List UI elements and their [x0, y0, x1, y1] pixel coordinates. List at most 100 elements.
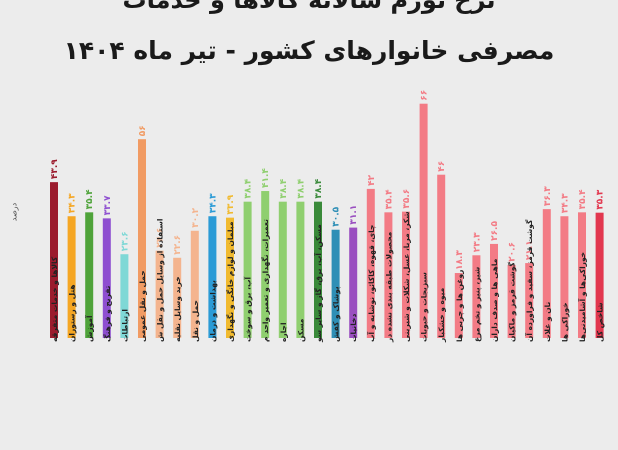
category-label-17: پوشاک و کفش [332, 286, 341, 342]
category-label-28: گوشت قرمز، سفید و فراورده آن [524, 219, 534, 342]
category-label-10: بهداشت و درمان [208, 280, 217, 342]
category-label-7: استفاده از وسایل حمل و نقل ش [156, 219, 165, 342]
category-label-9: حمل و نقل [191, 300, 200, 342]
bar-25 [472, 255, 481, 338]
bar-30 [560, 216, 569, 338]
bar-21 [402, 211, 410, 338]
category-label-1: کالاها و خدمات متفرقه [50, 256, 59, 342]
value-label-1: ۴۳.۹ [50, 159, 60, 179]
bar-27 [507, 264, 516, 338]
value-label-19: ۴۲ [367, 174, 377, 185]
bar-16 [314, 201, 322, 338]
bar-14 [278, 201, 287, 338]
value-label-13: ۴۱.۴ [261, 168, 271, 188]
category-label-19: چای، قهوه، کاکائو، نوشابه و آب [366, 225, 376, 342]
bar-6 [138, 139, 146, 338]
bar-12 [243, 201, 252, 338]
value-label-9: ۳۰.۲ [191, 207, 201, 227]
bar-9 [190, 230, 199, 338]
bar-28 [525, 263, 534, 338]
bar-8 [173, 257, 182, 338]
category-label-31: خوراکی‌ها و آشامیدنی‌ها [577, 252, 587, 342]
category-label-6: حمل و نقل عمومی [138, 270, 147, 342]
category-label-32: شاخص کل [596, 303, 605, 343]
category-label-12: آب، برق و سوخت [243, 277, 253, 342]
bar-26 [490, 243, 498, 338]
value-label-4: ۳۳.۷ [103, 195, 113, 215]
category-label-13: تعمیرات، نگهداری و تعمیر واحد م [261, 219, 270, 342]
bar-18 [349, 227, 358, 338]
value-label-30: ۳۴.۳ [560, 193, 570, 213]
value-label-31: ۳۵.۴ [578, 189, 588, 209]
category-label-11: مبلمان و لوازم خانگی و نگهداری [226, 221, 235, 342]
category-label-24: روغن ها و چربی ها [455, 270, 464, 342]
bar-22 [419, 103, 428, 338]
value-label-27: ۲۰.۶ [508, 242, 518, 262]
category-label-20: محصولات طبقه بندی نشده در [384, 231, 393, 343]
category-label-5: ارتباطات [120, 309, 129, 342]
value-label-24: ۱۸.۳ [455, 250, 465, 270]
chart-title-line1: نرخ تورم سالانه کالاها و خدمات [122, 0, 496, 14]
bar-11 [226, 217, 234, 338]
bar-19 [366, 188, 375, 338]
value-label-11: ۳۳.۹ [226, 194, 236, 214]
category-label-8: خرید وسایل نقلیه [173, 276, 182, 342]
bar-10 [208, 216, 217, 338]
value-label-20: ۳۵.۴ [384, 189, 394, 209]
category-label-14: اجاره [279, 322, 288, 342]
value-label-12: ۳۸.۴ [244, 178, 254, 198]
category-label-30: خوراکی ها [560, 302, 569, 342]
value-label-18: ۳۱.۱ [349, 205, 359, 225]
value-label-25: ۲۳.۳ [472, 232, 482, 252]
chart-title-line2: مصرفی خانوارهای کشور - تیر ماه ۱۴۰۴ [63, 36, 555, 65]
category-label-2: هتل و رستوران [68, 284, 77, 342]
bar-24 [454, 273, 463, 338]
value-labels-group: ۴۳.۹ ۳۴.۳ ۳۵.۴ ۳۳.۷ ۲۳.۶ ۵۶ ۲۴.۶ ۲۲.۶ ۳۰.۲ ۳۴.۳ ۳۳… [50, 90, 606, 270]
value-label-21: ۳۵.۶ [402, 189, 412, 209]
bar-3 [85, 212, 94, 338]
value-label-17: ۳۰.۵ [332, 206, 342, 226]
value-label-15: ۳۸.۴ [296, 178, 306, 198]
category-label-21: شکر، مربا، عسل، شکلات و شیرینی [402, 211, 411, 342]
bar-2 [67, 216, 76, 338]
value-label-16: ۳۸.۴ [314, 178, 324, 198]
bar-32 [595, 212, 604, 338]
category-label-23: میوه و خشکبار [437, 287, 446, 343]
bar-23 [437, 174, 446, 338]
value-label-5: ۲۳.۶ [120, 231, 130, 251]
value-label-3: ۳۵.۴ [85, 189, 95, 209]
value-label-8: ۲۲.۶ [173, 235, 183, 255]
bars-group [50, 103, 604, 338]
value-label-10: ۳۴.۳ [208, 193, 218, 213]
category-label-25: شیر، پنیر و تخم مرغ [472, 267, 481, 342]
category-label-27: گوشت قرمز و ماکیان [508, 262, 517, 342]
bar-5 [120, 254, 129, 338]
value-label-6: ۵۶ [138, 125, 148, 136]
value-label-14: ۳۸.۴ [279, 178, 289, 198]
bar-20 [384, 212, 393, 338]
category-label-29: نان و غلات [543, 302, 552, 342]
value-label-32: ۳۵.۳ [596, 189, 606, 209]
category-labels-group: کالاها و خدمات متفرقه هتل و رستوران آموزش ت… [50, 211, 605, 343]
bar-15 [296, 201, 305, 338]
bar-17 [331, 229, 340, 338]
category-label-4: تفریح و فرهنگ [103, 285, 112, 342]
bar-7 [155, 250, 164, 338]
bar-31 [578, 212, 586, 338]
category-label-3: آموزش [84, 315, 94, 342]
value-label-26: ۲۶.۵ [490, 221, 500, 241]
value-label-23: ۴۶ [437, 161, 447, 172]
category-label-18: دخانیات [349, 314, 358, 342]
value-label-22: ۶۶ [420, 90, 430, 101]
bar-4 [102, 218, 111, 338]
category-label-26: ماهی ها و صدف داران [490, 258, 499, 342]
bar-13 [261, 191, 270, 338]
category-label-22: سبزیجات و حبوبات [420, 272, 429, 342]
bar-1 [50, 182, 58, 338]
value-label-7: ۲۴.۶ [156, 228, 166, 248]
bar-29 [542, 209, 551, 338]
value-label-28: ۲۱.۱ [525, 240, 535, 260]
category-label-16: مسکن، آب، برق، گاز و سایر سو [313, 224, 323, 343]
value-label-29: ۳۶.۳ [543, 186, 553, 206]
